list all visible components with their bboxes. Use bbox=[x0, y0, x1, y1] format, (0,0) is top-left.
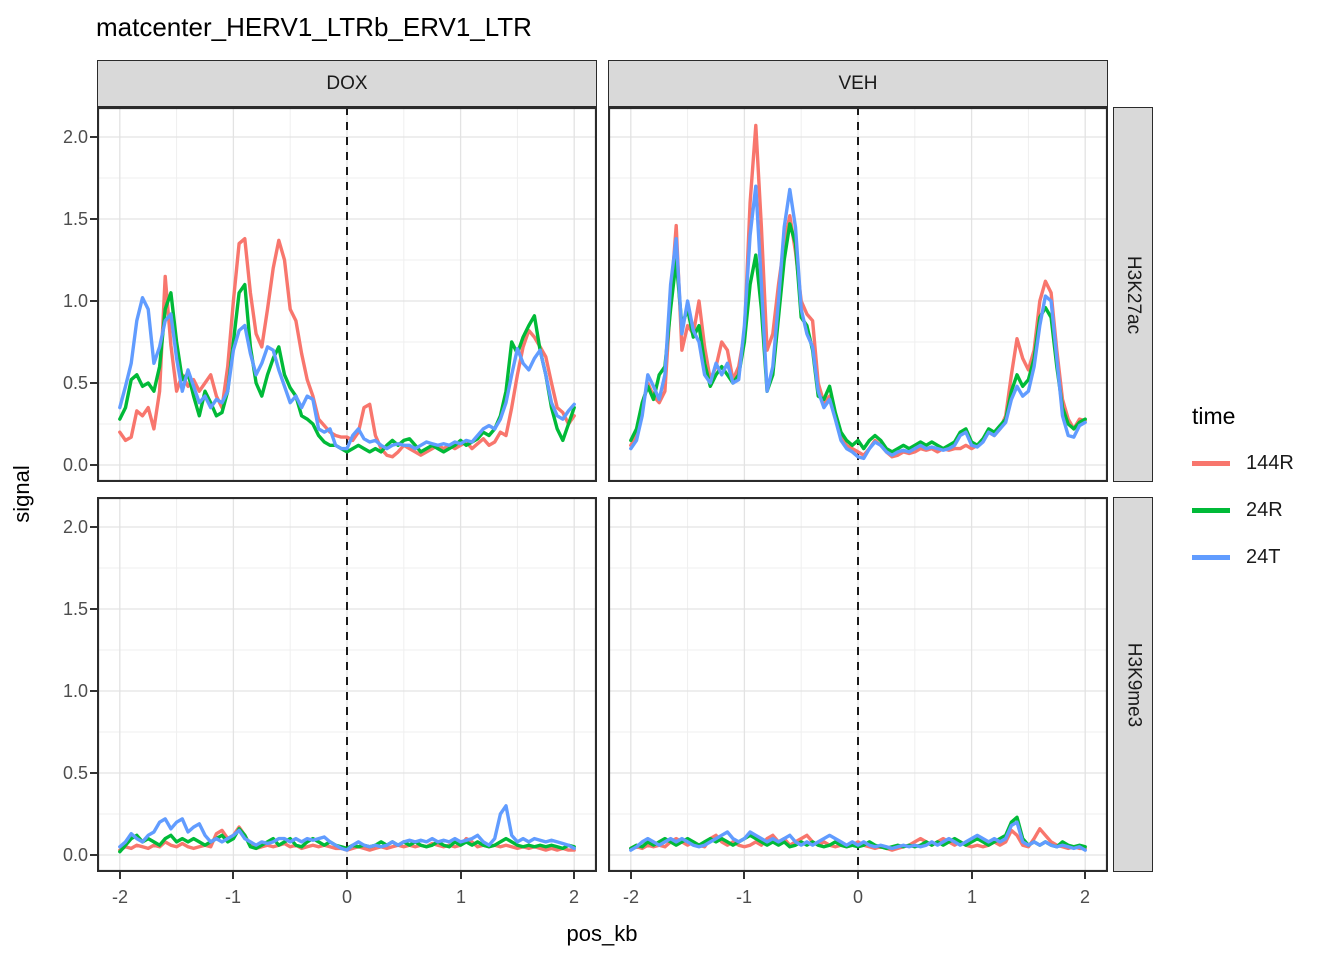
x-tick-label: -1 bbox=[224, 887, 241, 907]
panel-veh-h3k9me3 bbox=[608, 497, 1108, 872]
legend-label-144R: 144R bbox=[1246, 452, 1294, 474]
y-tick-label: 0.0 bbox=[62, 845, 88, 865]
facet-strip-veh: VEH bbox=[608, 60, 1108, 107]
panel-border bbox=[608, 497, 1108, 872]
panel-border bbox=[97, 107, 597, 482]
y-tick-mark bbox=[90, 854, 97, 856]
y-tick-label: 1.0 bbox=[62, 681, 88, 701]
series-line-24T bbox=[629, 184, 1087, 461]
x-tick-label: 2 bbox=[1079, 887, 1090, 907]
panel-dox-h3k27ac bbox=[97, 107, 597, 482]
y-tick-label: 0.5 bbox=[62, 763, 88, 783]
y-tick-mark bbox=[90, 690, 97, 692]
x-axis-title: pos_kb bbox=[566, 921, 638, 946]
panel-dox-h3k9me3 bbox=[97, 497, 597, 872]
x-tick-mark bbox=[971, 872, 973, 879]
facet-strip-dox: DOX bbox=[97, 60, 597, 107]
facet-strip-veh-label: VEH bbox=[838, 72, 878, 94]
x-tick-mark bbox=[232, 872, 234, 879]
legend-title: time bbox=[1192, 403, 1236, 429]
series-line-144R bbox=[629, 123, 1087, 459]
x-tick-mark bbox=[630, 872, 632, 879]
x-tick-label: -2 bbox=[622, 887, 639, 907]
panel-border bbox=[608, 107, 1108, 482]
x-tick-label: 2 bbox=[568, 887, 579, 907]
legend-key-line-24T bbox=[1192, 554, 1230, 560]
legend-item-24R: 24R bbox=[1192, 495, 1294, 525]
y-tick-label: 1.5 bbox=[62, 209, 88, 229]
y-tick-label: 0.0 bbox=[62, 455, 88, 475]
x-tick-label: -1 bbox=[735, 887, 752, 907]
facet-strip-h3k9me3: H3K9me3 bbox=[1113, 497, 1153, 872]
x-tick-mark bbox=[460, 872, 462, 879]
x-tick-label: -2 bbox=[111, 887, 128, 907]
y-tick-mark bbox=[90, 300, 97, 302]
legend-key-line-24R bbox=[1192, 507, 1230, 513]
legend-label-24R: 24R bbox=[1246, 499, 1283, 521]
x-tick-mark bbox=[1084, 872, 1086, 879]
panel-border bbox=[97, 497, 597, 872]
y-tick-label: 2.0 bbox=[62, 517, 88, 537]
x-tick-label: 0 bbox=[341, 887, 352, 907]
legend-label-24T: 24T bbox=[1246, 546, 1281, 568]
x-tick-label: 0 bbox=[852, 887, 863, 907]
y-tick-mark bbox=[90, 136, 97, 138]
x-tick-mark bbox=[346, 872, 348, 879]
series-line-144R bbox=[118, 236, 576, 459]
facet-strip-h3k27ac-label: H3K27ac bbox=[1123, 255, 1145, 334]
panel-veh-h3k27ac bbox=[608, 107, 1108, 482]
x-tick-label: 1 bbox=[455, 887, 466, 907]
legend-key-line-144R bbox=[1192, 460, 1230, 466]
facet-strip-h3k9me3-label: H3K9me3 bbox=[1123, 642, 1144, 727]
x-tick-mark bbox=[119, 872, 121, 879]
legend-item-24T: 24T bbox=[1192, 542, 1294, 572]
y-tick-mark bbox=[90, 464, 97, 466]
legend: time 144R 24R 24T bbox=[1192, 403, 1294, 589]
y-tick-mark bbox=[90, 526, 97, 528]
y-tick-label: 0.5 bbox=[62, 373, 88, 393]
legend-item-144R: 144R bbox=[1192, 448, 1294, 478]
y-tick-label: 2.0 bbox=[62, 127, 88, 147]
series-line-24T bbox=[118, 295, 576, 451]
series-line-24T bbox=[629, 820, 1087, 852]
y-axis-title: signal bbox=[9, 465, 34, 523]
facet-strip-h3k27ac: H3K27ac bbox=[1113, 107, 1153, 482]
series-line-24T bbox=[118, 804, 576, 852]
y-tick-label: 1.0 bbox=[62, 291, 88, 311]
x-tick-mark bbox=[857, 872, 859, 879]
y-tick-label: 1.5 bbox=[62, 599, 88, 619]
y-tick-mark bbox=[90, 218, 97, 220]
plot-title: matcenter_HERV1_LTRb_ERV1_LTR bbox=[96, 12, 532, 42]
x-tick-mark bbox=[573, 872, 575, 879]
x-tick-mark bbox=[743, 872, 745, 879]
y-tick-mark bbox=[90, 772, 97, 774]
x-tick-label: 1 bbox=[966, 887, 977, 907]
y-tick-mark bbox=[90, 382, 97, 384]
facet-strip-dox-label: DOX bbox=[326, 72, 368, 94]
y-tick-mark bbox=[90, 608, 97, 610]
